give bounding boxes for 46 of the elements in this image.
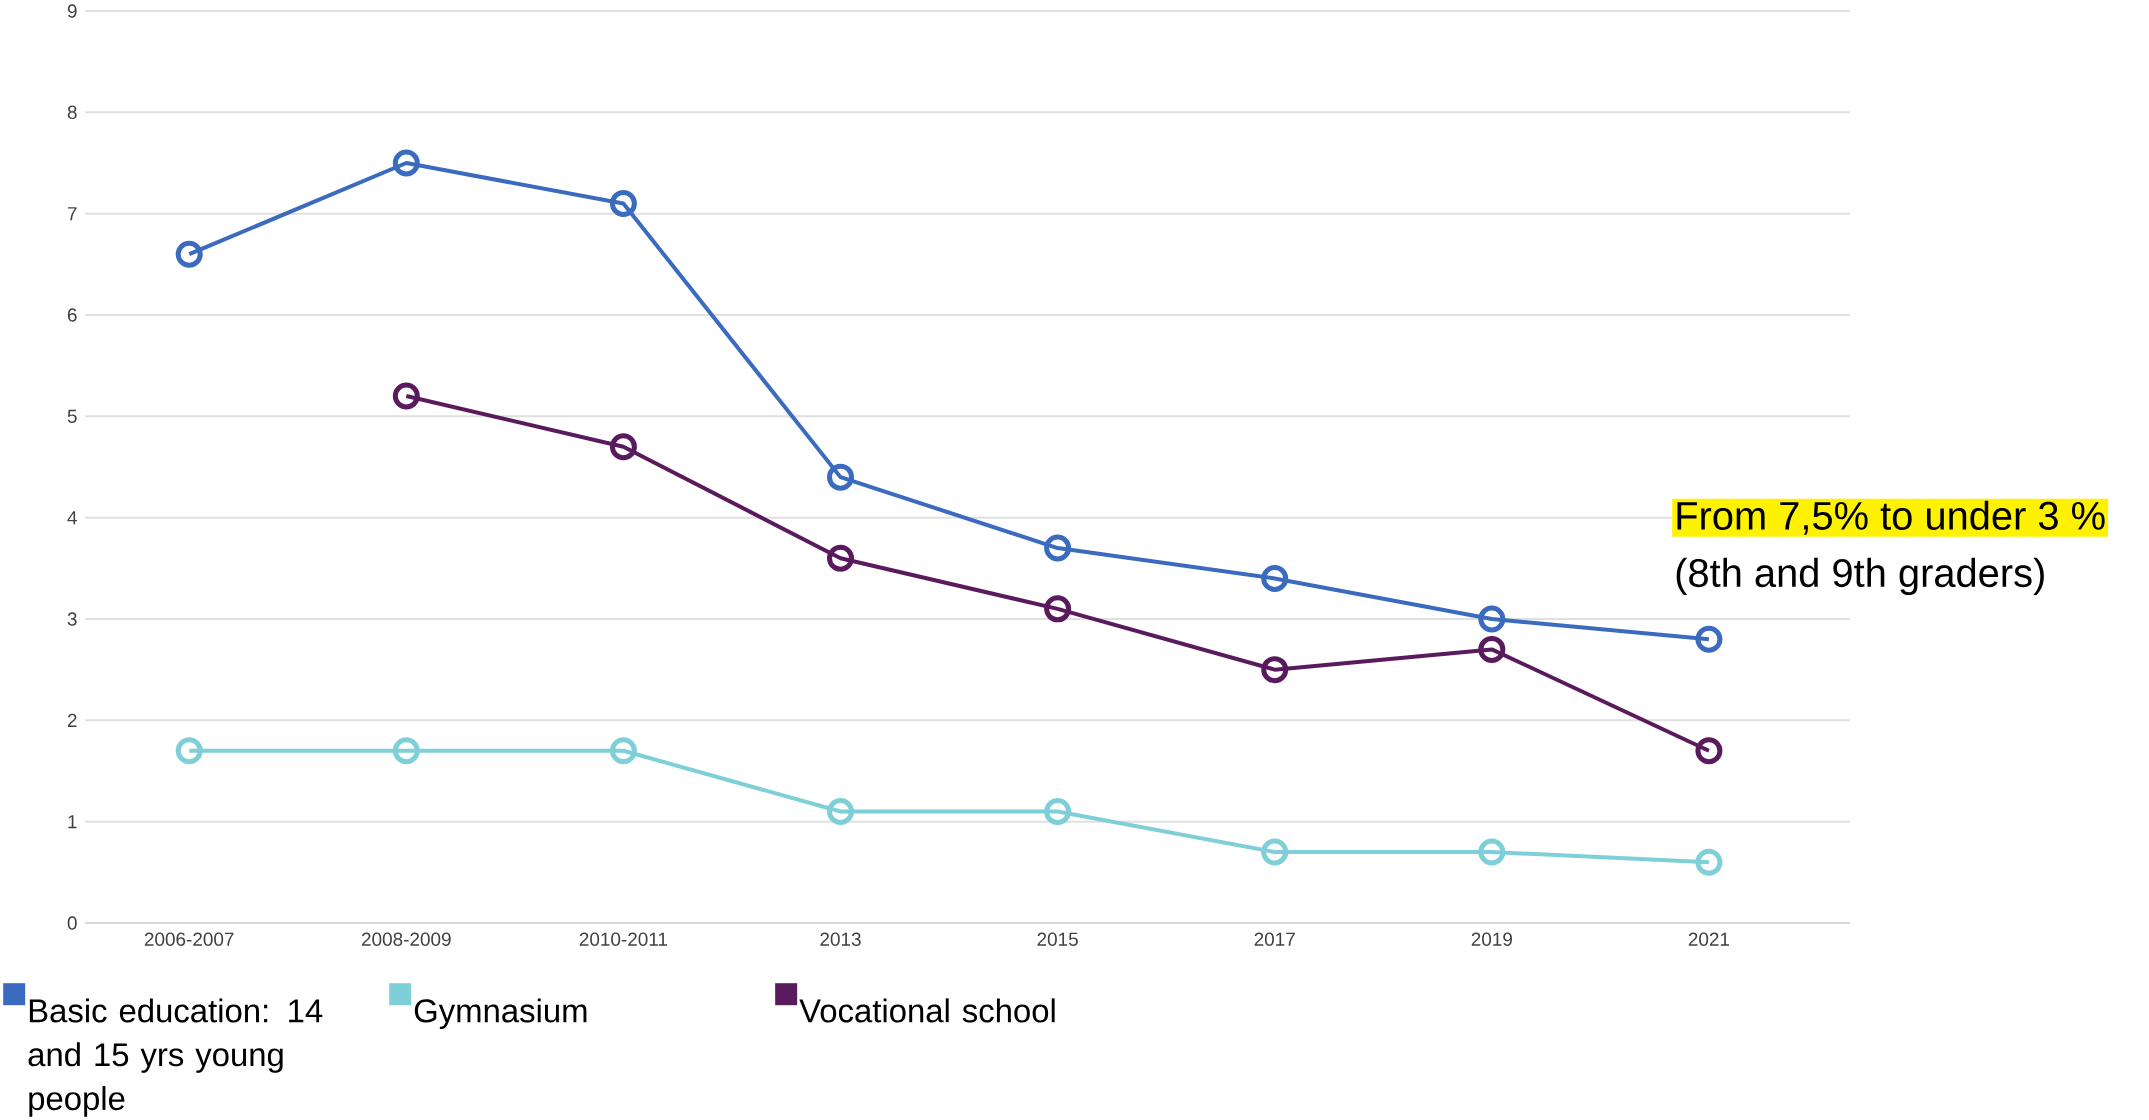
point <box>392 149 420 177</box>
x-tick-label: 2019 <box>1471 932 1512 946</box>
point <box>1044 534 1072 562</box>
point <box>392 737 420 765</box>
point <box>1695 625 1723 653</box>
y-tick-label: 4 <box>67 511 77 525</box>
y-tick-label: 7 <box>67 207 77 221</box>
x-tick-label: 2013 <box>820 932 861 946</box>
point <box>392 382 420 410</box>
y-tick-label: 5 <box>67 409 77 423</box>
y-tick-label: 0 <box>67 916 77 930</box>
point <box>827 798 855 826</box>
x-tick-label: 2021 <box>1688 932 1730 946</box>
point <box>1695 737 1723 765</box>
annotation: From 7,5% to under 3 % <box>1677 500 2105 535</box>
x-tick-label: 2006-2007 <box>144 932 234 946</box>
legend-label: Vocational school <box>799 998 1055 1023</box>
point <box>1478 838 1506 866</box>
x-tick-label: 2017 <box>1254 932 1295 946</box>
point <box>1261 838 1289 866</box>
point <box>1044 595 1072 623</box>
point <box>175 737 203 765</box>
x-tick-label: 2010-2011 <box>579 932 668 946</box>
point <box>1695 848 1723 876</box>
point <box>827 463 855 491</box>
y-tick-label: 1 <box>68 815 77 829</box>
x-tick-label: 2015 <box>1037 932 1078 946</box>
point <box>609 190 637 218</box>
point <box>1478 635 1506 663</box>
annotation: (8th and 9th graders) <box>1676 557 2044 595</box>
legend-label: Gymnasium <box>414 998 587 1030</box>
point <box>1478 605 1506 633</box>
point <box>609 737 637 765</box>
point <box>1044 798 1072 826</box>
point <box>175 240 203 268</box>
point <box>1261 564 1289 592</box>
point <box>1261 656 1289 684</box>
y-tick-label: 3 <box>67 612 77 626</box>
y-tick-label: 6 <box>67 308 77 322</box>
point <box>827 544 855 572</box>
point <box>609 433 637 461</box>
legend-label: Basic education: 14 and 15 yrs young people <box>28 998 323 1117</box>
x-tick-label: 2008-2009 <box>362 932 451 946</box>
y-tick-label: 8 <box>67 105 77 120</box>
y-tick-label: 9 <box>67 4 77 18</box>
y-tick-label: 2 <box>67 713 77 727</box>
